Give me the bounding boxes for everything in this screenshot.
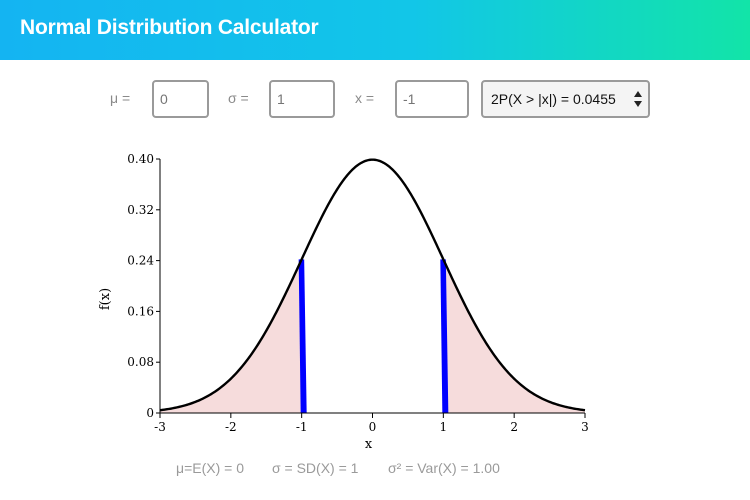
probability-select-value: 2P(X > |x|) = 0.0455 (491, 91, 616, 107)
y-axis-label: f(x) (98, 288, 113, 310)
x-tick-label: 1 (440, 420, 448, 434)
y-tick-label: 0 (146, 406, 154, 420)
x-marker-line (298, 259, 307, 413)
x-tick-label: -2 (225, 420, 237, 434)
x-tick-label: 3 (581, 420, 589, 434)
select-arrows-icon (634, 91, 642, 107)
probability-select[interactable]: 2P(X > |x|) = 0.0455 (481, 80, 650, 118)
y-tick-label: 0.40 (127, 152, 154, 166)
mean-summary: μ=E(X) = 0 (176, 460, 244, 476)
y-tick-label: 0.32 (127, 203, 154, 217)
x-axis-label: x (365, 437, 373, 452)
x-label: x = (355, 90, 375, 106)
y-tick-label: 0.24 (127, 254, 154, 268)
variance-summary: σ² = Var(X) = 1.00 (388, 460, 500, 476)
sd-summary: σ = SD(X) = 1 (272, 460, 359, 476)
density-curve (159, 158, 586, 412)
x-tick-label: 0 (369, 420, 377, 434)
right-tail-area (443, 259, 585, 413)
app-header: Normal Distribution Calculator (0, 0, 750, 60)
normal-distribution-chart: -3 -2 -1 0 1 2 3 0 0.08 0.16 0.24 0.32 0.40 x f(x) (98, 152, 589, 452)
x-tick-label: 2 (510, 420, 518, 434)
y-tick-label: 0.08 (127, 355, 154, 369)
y-tick-label: 0.16 (127, 304, 154, 318)
mu-input[interactable] (152, 80, 209, 118)
left-tail-area (160, 259, 302, 413)
x-tick-label: -1 (296, 420, 308, 434)
sigma-label: σ = (228, 90, 249, 106)
app-title: Normal Distribution Calculator (20, 16, 319, 39)
x-marker-line (440, 259, 449, 413)
x-input[interactable] (395, 80, 469, 118)
mu-label: μ = (110, 90, 131, 106)
sigma-input[interactable] (269, 80, 335, 118)
x-tick-label: -3 (154, 420, 166, 434)
